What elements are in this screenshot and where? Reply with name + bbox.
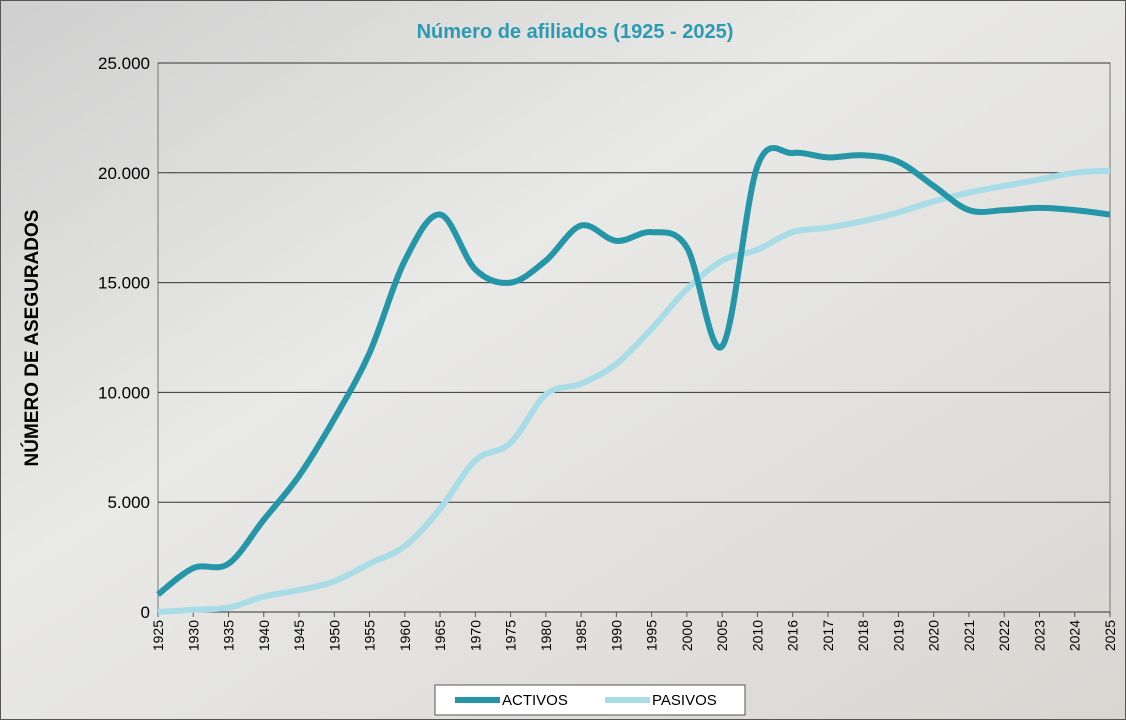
y-tick-label: 10.000	[98, 383, 150, 402]
x-tick-label: 2005	[714, 620, 730, 651]
x-tick-label: 2024	[1067, 620, 1083, 651]
y-tick-label: 5.000	[107, 493, 150, 512]
y-tick-label: 25.000	[98, 54, 150, 73]
x-tick-label: 2023	[1031, 620, 1047, 651]
x-tick-label: 1950	[326, 620, 342, 651]
x-tick-label: 2017	[820, 620, 836, 651]
x-tick-label: 1940	[256, 620, 272, 651]
x-tick-label: 1965	[432, 620, 448, 651]
x-tick-label: 2000	[679, 620, 695, 651]
x-tick-label: 1970	[467, 620, 483, 651]
legend-label: ACTIVOS	[502, 692, 568, 709]
x-tick-label: 2010	[749, 620, 765, 651]
chart-title: Número de afiliados (1925 - 2025)	[417, 21, 734, 43]
x-tick-label: 2018	[855, 620, 871, 651]
y-tick-label: 15.000	[98, 274, 150, 293]
x-tick-label: 1935	[221, 620, 237, 651]
x-tick-label: 1925	[150, 620, 166, 651]
x-tick-label: 2021	[961, 620, 977, 651]
y-tick-label: 0	[141, 603, 150, 622]
x-tick-label: 1955	[362, 620, 378, 651]
x-tick-label: 1930	[185, 620, 201, 651]
x-tick-label: 1995	[644, 620, 660, 651]
x-tick-label: 1945	[291, 620, 307, 651]
legend-label: PASIVOS	[652, 692, 717, 709]
x-tick-label: 2020	[926, 620, 942, 651]
x-tick-label: 1975	[503, 620, 519, 651]
x-tick-label: 2025	[1102, 620, 1118, 651]
x-tick-label: 1960	[397, 620, 413, 651]
y-axis-label: NÚMERO DE ASEGURADOS	[21, 210, 43, 467]
x-tick-label: 1990	[608, 620, 624, 651]
x-tick-label: 2019	[890, 620, 906, 651]
y-tick-label: 20.000	[98, 164, 150, 183]
x-tick-label: 1985	[573, 620, 589, 651]
line-series	[156, 144, 1111, 597]
x-tick-label: 2022	[996, 620, 1012, 651]
x-tick-label: 1980	[538, 620, 554, 651]
x-tick-label: 2016	[785, 620, 801, 651]
